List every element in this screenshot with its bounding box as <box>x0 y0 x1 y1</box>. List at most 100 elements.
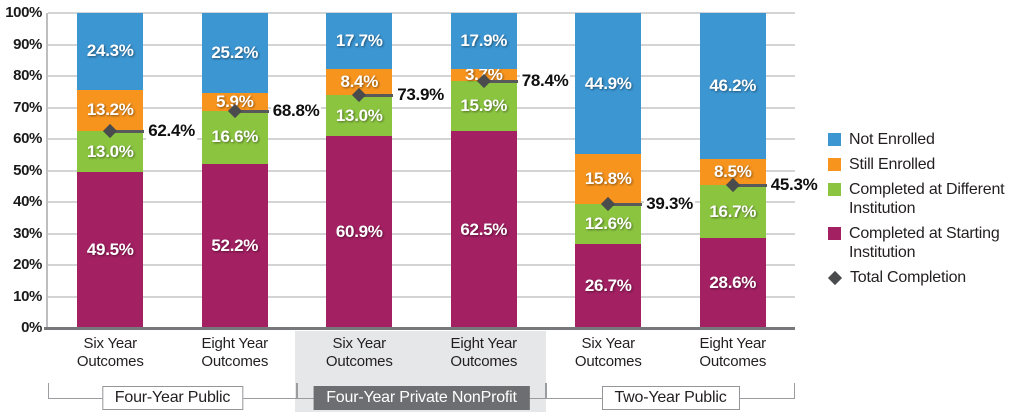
x-axis-label-line: Six Year <box>581 335 636 352</box>
y-axis-tick-label: 70% <box>13 98 42 116</box>
group-label: Two-Year Public <box>614 389 727 406</box>
bar-segment: 5.9% <box>201 91 268 112</box>
legend-item-label: Total Completion <box>850 269 966 286</box>
total-completion-label: 62.4% <box>146 121 197 142</box>
gridline <box>48 138 795 140</box>
bar-segment: 26.7% <box>575 243 642 328</box>
x-axis-label-line: Outcomes <box>325 353 393 370</box>
bar-segment: 46.2% <box>699 13 766 159</box>
x-axis-label-line: Six Year <box>83 335 138 352</box>
x-axis-label-line: Outcomes <box>450 353 518 370</box>
legend-item-label: Still Enrolled <box>849 156 936 173</box>
total-completion-connector <box>359 93 394 97</box>
x-axis-label: Eight Year Outcomes <box>422 335 547 371</box>
bar-segment: 15.8% <box>575 154 642 205</box>
bar-segment-value-label: 13.0% <box>86 141 134 161</box>
y-axis-tick-label: 90% <box>13 35 42 53</box>
total-completion-connector <box>234 109 269 113</box>
bar-segment: 60.9% <box>326 136 393 328</box>
bar-segment-value-label: 28.6% <box>709 272 757 292</box>
bar-segment-value-label: 16.6% <box>211 127 259 147</box>
y-axis-tick-label: 60% <box>13 130 42 147</box>
bar-segment-value-label: 24.3% <box>86 41 134 61</box>
bar-segment: 44.9% <box>575 13 642 155</box>
x-axis-label: Six Year Outcomes <box>297 335 422 371</box>
bar-segment: 28.6% <box>699 237 766 328</box>
group-bracket-tick <box>794 383 795 398</box>
bar-segment: 13.0% <box>77 131 144 173</box>
bar-segment: 17.9% <box>450 13 517 70</box>
x-axis-label-line: Eight Year <box>201 335 269 352</box>
x-axis-label-line: Outcomes <box>201 353 269 370</box>
total-completion-label: 45.3% <box>768 175 820 196</box>
bar-segment: 62.5% <box>450 131 517 328</box>
total-completion-connector <box>110 129 145 133</box>
bar-segment-value-label: 8.5% <box>713 161 752 181</box>
group-bracket-tick <box>297 383 298 398</box>
y-axis-tick-label: 80% <box>13 67 42 84</box>
bar-segment: 24.3% <box>77 13 144 90</box>
x-axis-label: Eight Year Outcomes <box>671 335 796 371</box>
bar-segment: 52.2% <box>201 163 268 328</box>
bar-segment-value-label: 52.2% <box>211 235 259 255</box>
total-completion-connector <box>483 79 518 83</box>
group-bracket-tick <box>546 383 547 398</box>
legend-swatch <box>828 227 841 240</box>
group-label-box: Four-Year Private NonProfit <box>313 386 530 410</box>
bar-segment-value-label: 8.4% <box>340 71 379 91</box>
bar-segment-value-label: 62.5% <box>460 219 508 239</box>
bar-segment: 17.7% <box>326 13 393 69</box>
legend-item: Completed at Starting Institution <box>828 224 1016 262</box>
bar-segment-value-label: 17.9% <box>460 31 508 51</box>
x-axis-label: Six Year Outcomes <box>546 335 671 371</box>
gridline <box>48 12 795 14</box>
total-completion-label: 73.9% <box>395 85 446 106</box>
total-completion-label: 78.4% <box>519 71 571 92</box>
gridline <box>48 169 795 172</box>
bar-segment-value-label: 15.9% <box>460 96 508 116</box>
group-label-box: Four-Year Public <box>101 386 244 410</box>
bar-segment: 25.2% <box>201 13 268 93</box>
bar-segment-value-label: 5.9% <box>215 91 254 111</box>
gridline <box>48 232 795 235</box>
y-axis-tick-label: 30% <box>13 224 42 242</box>
y-axis-tick-label: 0% <box>21 319 42 336</box>
bar-segment-value-label: 26.7% <box>584 275 632 295</box>
total-completion-connector <box>732 183 767 187</box>
group-label: Four-Year Private NonProfit <box>326 389 517 406</box>
y-axis-tick-label: 100% <box>5 4 42 21</box>
bar-segment: 49.5% <box>77 172 144 328</box>
y-axis-tick-label: 20% <box>13 256 42 273</box>
bar-segment: 13.0% <box>326 95 393 137</box>
total-completion-label: 68.8% <box>270 101 322 122</box>
legend-item: Still Enrolled <box>828 155 1016 174</box>
legend-item: Completed at Different Institution <box>828 180 1016 218</box>
group-bracket-tick <box>545 383 546 398</box>
legend-item-label: Completed at Starting Institution <box>849 225 1000 261</box>
bar-segment-value-label: 13.0% <box>335 105 383 125</box>
group-bracket-tick <box>296 383 297 398</box>
y-axis-tick-label: 50% <box>13 161 42 179</box>
gridline <box>48 106 795 109</box>
x-axis-label: Eight Year Outcomes <box>173 335 298 371</box>
gridline <box>48 264 795 266</box>
total-completion-connector <box>608 202 643 206</box>
legend-item: Not Enrolled <box>828 130 1016 149</box>
x-axis-label-line: Outcomes <box>574 353 642 370</box>
x-axis-label: Six Year Outcomes <box>48 335 173 371</box>
bar-segment-value-label: 12.6% <box>584 214 632 234</box>
x-axis-label-line: Six Year <box>332 335 387 352</box>
bar-segment: 16.6% <box>201 111 268 164</box>
gridline <box>48 295 795 298</box>
y-axis-tick-label: 10% <box>13 287 42 305</box>
gridline <box>48 43 795 46</box>
bar-segment: 16.7% <box>699 185 766 238</box>
total-completion-label: 39.3% <box>644 194 695 215</box>
bar-segment-value-label: 15.8% <box>584 169 632 189</box>
group-label-box: Two-Year Public <box>601 386 740 410</box>
legend-swatch <box>828 133 841 146</box>
legend-swatch <box>828 183 841 196</box>
bar-segment-value-label: 60.9% <box>335 222 383 242</box>
x-axis-label-line: Outcomes <box>76 353 144 370</box>
